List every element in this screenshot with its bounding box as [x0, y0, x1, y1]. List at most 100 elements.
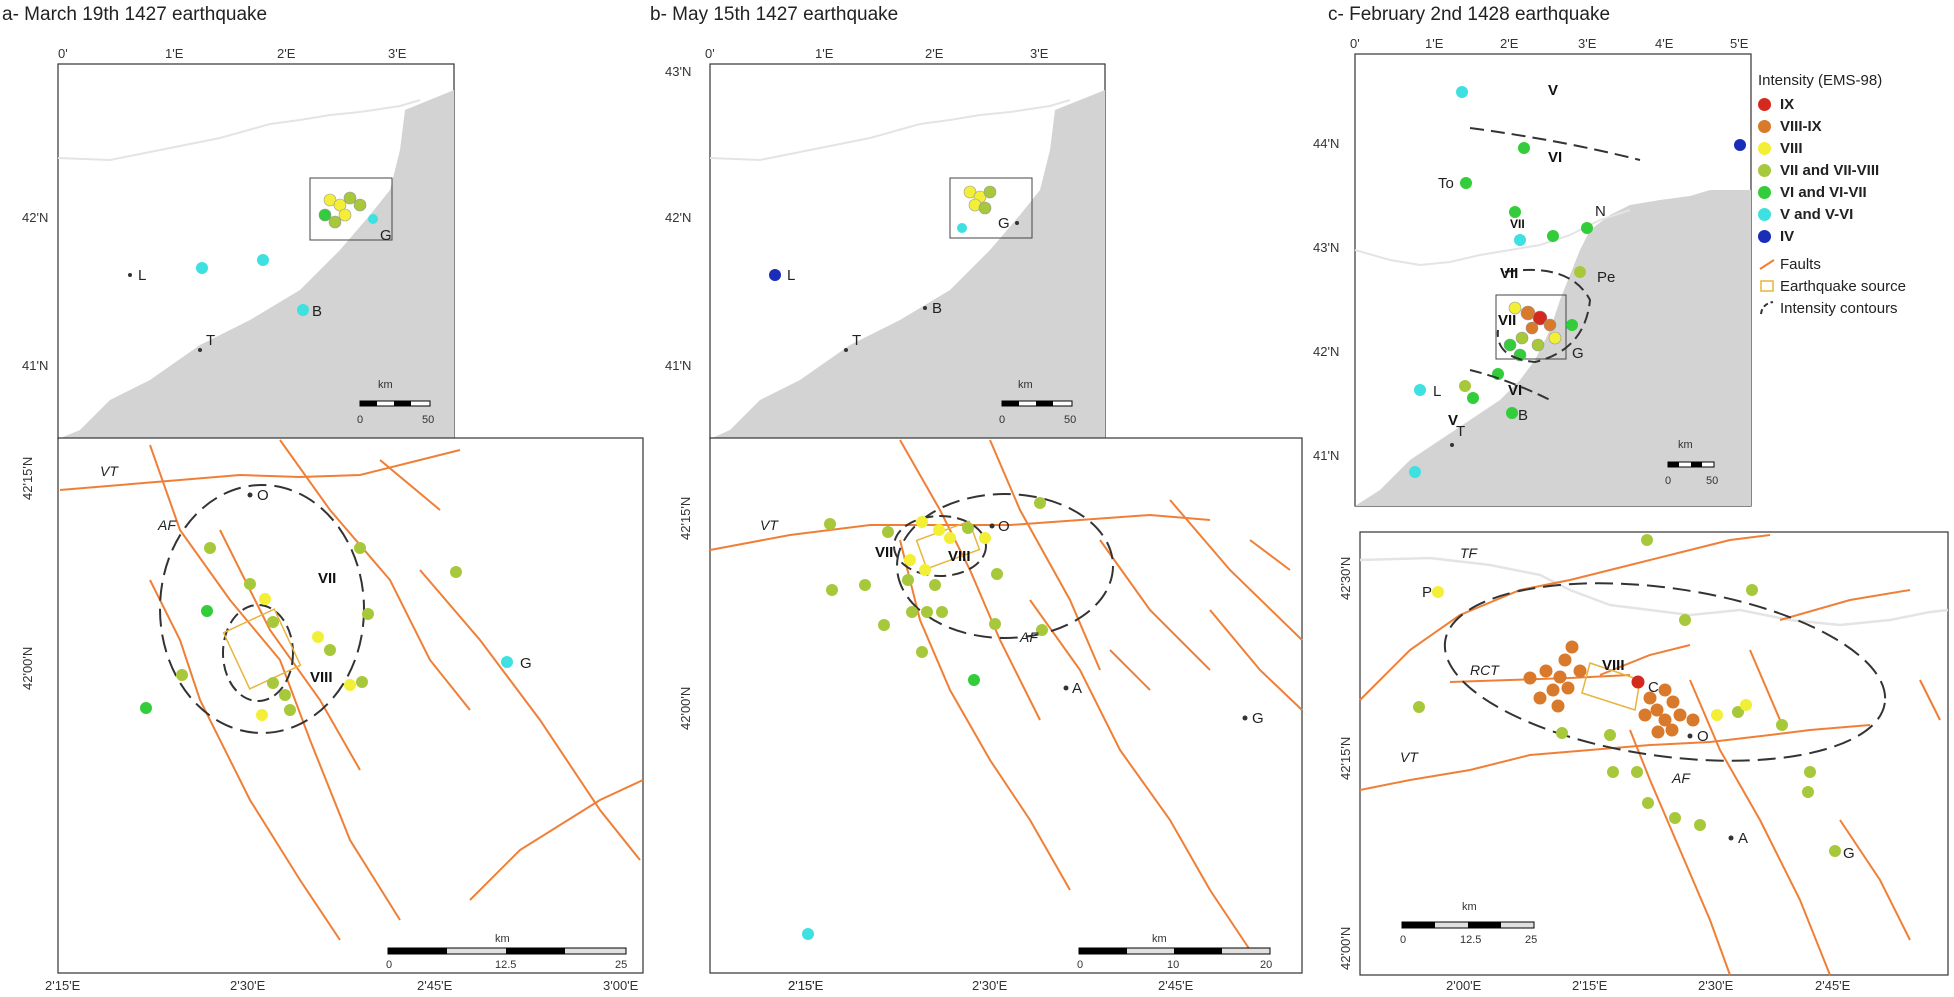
svg-text:km: km: [1152, 933, 1167, 945]
lat-tick: 41'N: [22, 358, 48, 373]
town-label-P: P: [1422, 584, 1432, 601]
intensity-dot: [802, 928, 814, 940]
svg-text:0: 0: [999, 414, 1005, 426]
svg-text:12.5: 12.5: [495, 959, 516, 971]
intensity-dot: [1414, 384, 1426, 396]
panel-c-zoom-map: 42'30'N 42'15'N 42'00'N 2'00'E 2'15'E 2'…: [1338, 531, 1949, 993]
svg-text:0: 0: [1077, 959, 1083, 971]
town-marker: [844, 348, 848, 352]
intensity-dot: [1581, 222, 1593, 234]
lat-tick: 43'N: [665, 64, 691, 79]
intensity-dot: [944, 532, 956, 544]
intensity-dot: [259, 593, 271, 605]
intensity-dot: [318, 208, 332, 222]
lon-tick: 0': [705, 46, 715, 61]
lon-tick: 3'E: [1578, 36, 1597, 51]
town-label-O: O: [1697, 728, 1709, 745]
lat-tick: 42'15'N: [678, 497, 693, 540]
svg-text:0: 0: [1400, 934, 1406, 946]
intensity-dot: [978, 201, 992, 215]
scale-bar: km 0 50: [999, 379, 1076, 426]
intensity-dot: [1574, 266, 1586, 278]
town-label-N: N: [1595, 203, 1606, 220]
town-label-O: O: [998, 518, 1010, 535]
scale-bar: km 0 12.5 25: [1400, 901, 1537, 946]
intensity-dot: [989, 618, 1001, 630]
intensity-dot: [284, 704, 296, 716]
town-label-To: To: [1438, 175, 1454, 192]
lon-tick: 5'E: [1730, 36, 1749, 51]
town-marker: [247, 492, 253, 498]
lon-tick: 3'E: [1030, 46, 1049, 61]
intensity-dot: [196, 262, 208, 274]
intensity-dot: [1460, 177, 1472, 189]
lon-tick: 1'E: [1425, 36, 1444, 51]
intensity-dot: [916, 646, 928, 658]
town-marker: [1728, 835, 1734, 841]
intensity-dot: [904, 554, 916, 566]
intensity-contour: [1469, 369, 1551, 401]
town-label-A: A: [1738, 830, 1748, 847]
intensity-dot: [328, 215, 342, 229]
source-dots: [963, 185, 997, 215]
fault-label-VT: VT: [760, 517, 779, 533]
intensity-dot: [1518, 142, 1530, 154]
town-label-C: C: [1648, 679, 1659, 696]
lon-tick: 0': [1350, 36, 1360, 51]
intensity-dot: [1509, 206, 1521, 218]
intensity-contour: [1469, 127, 1641, 161]
svg-text:km: km: [1462, 901, 1477, 913]
intensity-contour: [222, 604, 294, 702]
intensity-dot: [1506, 407, 1518, 419]
intensity-contour: [1443, 582, 1887, 762]
town-label-T: T: [206, 332, 215, 349]
intensity-dot: [333, 198, 347, 212]
map-frame: [57, 437, 644, 974]
intensity-dot: [1467, 392, 1479, 404]
fault-label-VT: VT: [1400, 749, 1419, 765]
town-label-G: G: [1843, 845, 1855, 862]
svg-text:25: 25: [1525, 934, 1537, 946]
intensity-dot: [983, 185, 997, 199]
map-frame: [709, 437, 1303, 974]
intensity-dot: [936, 606, 948, 618]
town-label-B: B: [932, 300, 942, 317]
intensity-dot: [297, 304, 309, 316]
svg-text:km: km: [1018, 379, 1033, 391]
intensity-dot: [338, 208, 352, 222]
intensity-dot: [1459, 380, 1471, 392]
intensity-label-VIII: VIII: [948, 548, 971, 565]
lat-tick: 42'00'N: [20, 647, 35, 690]
fault-lines: [709, 439, 1303, 951]
inset-box: [1495, 294, 1567, 360]
intensity-dot: [878, 619, 890, 631]
map-frame: [1359, 531, 1949, 976]
intensity-contour: [896, 493, 1114, 639]
panel-b-title: b- May 15th 1427 earthquake: [650, 4, 899, 25]
scale-bar: km 0 50: [357, 379, 434, 426]
panel-c-overview-map: 0' 1'E 2'E 3'E 4'E 5'E 44'N 43'N 42'N 41…: [1313, 36, 1752, 507]
panel-a-title: a- March 19th 1427 earthquake: [2, 4, 268, 25]
town-label-G: G: [520, 655, 532, 672]
intensity-dot: [354, 542, 366, 554]
intensity-dot: [921, 606, 933, 618]
earthquake-source: [1581, 662, 1641, 711]
town-marker: [923, 306, 927, 310]
legend-item-faults: Faults: [1758, 253, 1954, 275]
town-marker: [1015, 221, 1019, 225]
panel-a-overview-map: 0' 1'E 2'E 3'E 42'N 41'N L T B G km 0 50: [22, 46, 455, 440]
legend-item-VI: VI and VI-VII: [1758, 181, 1954, 203]
intensity-legend: Intensity (EMS-98) IX VIII-IX VIII VII a…: [1758, 72, 1954, 319]
fault-lines: [1359, 534, 1941, 976]
town-marker: [1242, 715, 1248, 721]
lon-tick: 3'00'E: [603, 978, 639, 993]
intensity-dot: [1734, 139, 1746, 151]
town-label-O: O: [257, 487, 269, 504]
svg-text:km: km: [1678, 439, 1693, 451]
inset-box: [309, 177, 393, 241]
lon-tick: 4'E: [1655, 36, 1674, 51]
town-marker: [128, 273, 132, 277]
lon-tick: 2'30'E: [972, 978, 1008, 993]
lon-tick: 2'30'E: [1698, 978, 1734, 993]
intensity-dot: [963, 185, 977, 199]
